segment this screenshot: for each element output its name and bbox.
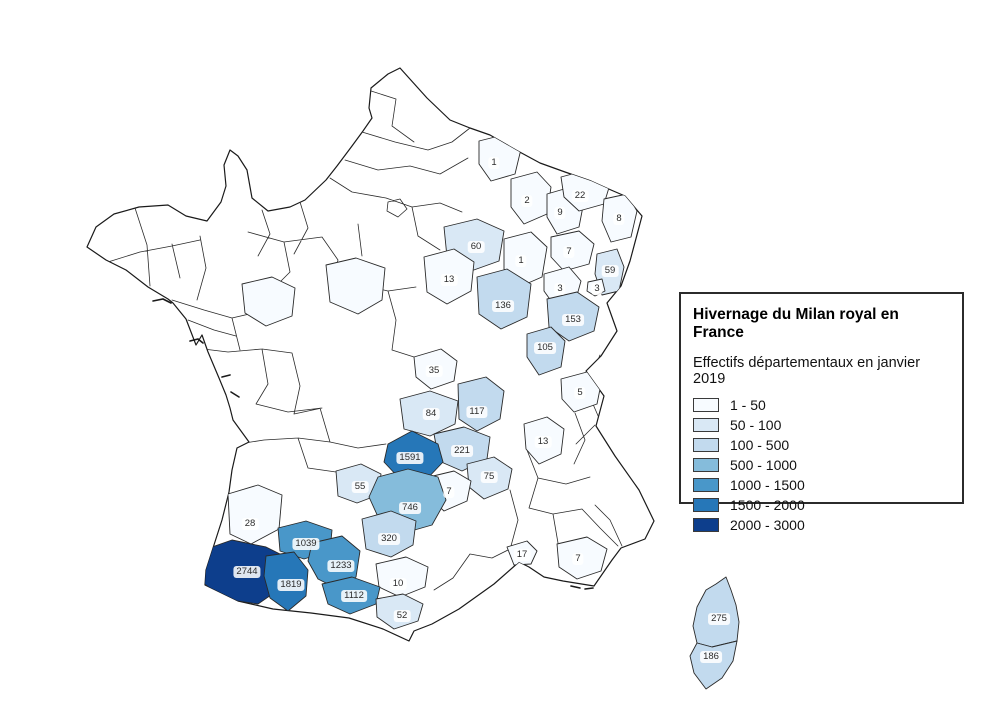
department-value-label: 2 xyxy=(521,195,533,207)
legend-swatch xyxy=(693,438,719,452)
department-value-label: 320 xyxy=(378,533,400,545)
legend-swatch xyxy=(693,418,719,432)
legend-row: 1500 - 2000 xyxy=(693,495,950,515)
department-value-label: 275 xyxy=(708,613,730,625)
department-value-label: 59 xyxy=(601,265,619,277)
legend-title: Hivernage du Milan royal en France xyxy=(693,306,899,341)
legend-row: 1 - 50 xyxy=(693,395,950,415)
department-value-label: 7 xyxy=(572,553,584,565)
legend-swatch xyxy=(693,518,719,532)
department-value-label: 9 xyxy=(554,207,566,219)
department-value-label: 117 xyxy=(466,406,488,418)
department-value-label: 1 xyxy=(515,255,527,267)
legend-class-label: 500 - 1000 xyxy=(730,457,797,473)
department-value-label: 35 xyxy=(425,365,443,377)
legend-row: 100 - 500 xyxy=(693,435,950,455)
legend-swatch xyxy=(693,478,719,492)
legend-row: 500 - 1000 xyxy=(693,455,950,475)
coastal-islands xyxy=(152,298,594,590)
department-value-label: 60 xyxy=(467,241,485,253)
legend-box: Hivernage du Milan royal en France Effec… xyxy=(679,292,964,533)
corsica-south-shape xyxy=(689,640,738,690)
legend-row: 1000 - 1500 xyxy=(693,475,950,495)
department-shape xyxy=(241,276,296,327)
department-value-label: 5 xyxy=(574,387,586,399)
department-value-label: 186 xyxy=(700,651,722,663)
legend-class-label: 1500 - 2000 xyxy=(730,497,805,513)
department-value-label: 22 xyxy=(571,190,589,202)
legend-class-label: 100 - 500 xyxy=(730,437,790,453)
department-value-label: 1819 xyxy=(277,579,305,591)
department-value-label: 13 xyxy=(534,436,552,448)
department-value-label: 7 xyxy=(443,486,455,498)
department-value-label: 746 xyxy=(399,502,421,514)
department-value-label: 17 xyxy=(513,549,531,561)
legend-subtitle: Effectifs départementaux en janvier 2019 xyxy=(693,355,921,387)
department-value-label: 105 xyxy=(534,342,556,354)
department-value-label: 1233 xyxy=(327,560,355,572)
department-value-label: 1039 xyxy=(292,538,320,550)
legend-row: 50 - 100 xyxy=(693,415,950,435)
department-value-label: 3 xyxy=(554,283,566,295)
department-value-label: 221 xyxy=(451,445,473,457)
department-value-label: 2744 xyxy=(233,566,261,578)
department-value-label: 28 xyxy=(241,518,259,530)
department-value-label: 1112 xyxy=(341,590,367,602)
department-value-label: 136 xyxy=(492,300,514,312)
department-value-label: 8 xyxy=(613,213,625,225)
department-value-label: 55 xyxy=(351,481,369,493)
department-value-label: 153 xyxy=(562,314,584,326)
legend-class-label: 1000 - 1500 xyxy=(730,477,805,493)
department-shape xyxy=(325,257,386,315)
department-value-label: 84 xyxy=(422,408,440,420)
legend-row: 2000 - 3000 xyxy=(693,515,950,535)
department-value-label: 75 xyxy=(480,471,498,483)
department-value-label: 1591 xyxy=(396,452,424,464)
department-value-label: 3 xyxy=(591,283,603,295)
department-value-label: 52 xyxy=(393,610,411,622)
legend-swatch xyxy=(693,398,719,412)
legend-class-label: 50 - 100 xyxy=(730,417,782,433)
legend-swatch xyxy=(693,458,719,472)
department-shape xyxy=(476,268,532,330)
department-value-label: 7 xyxy=(563,246,575,258)
corsica-north-shape xyxy=(692,576,740,648)
legend-class-label: 1 - 50 xyxy=(730,397,766,413)
legend-class-label: 2000 - 3000 xyxy=(730,517,805,533)
department-value-label: 10 xyxy=(389,578,407,590)
department-value-label: 1 xyxy=(488,157,500,169)
department-value-label: 13 xyxy=(440,274,458,286)
legend-swatch xyxy=(693,498,719,512)
